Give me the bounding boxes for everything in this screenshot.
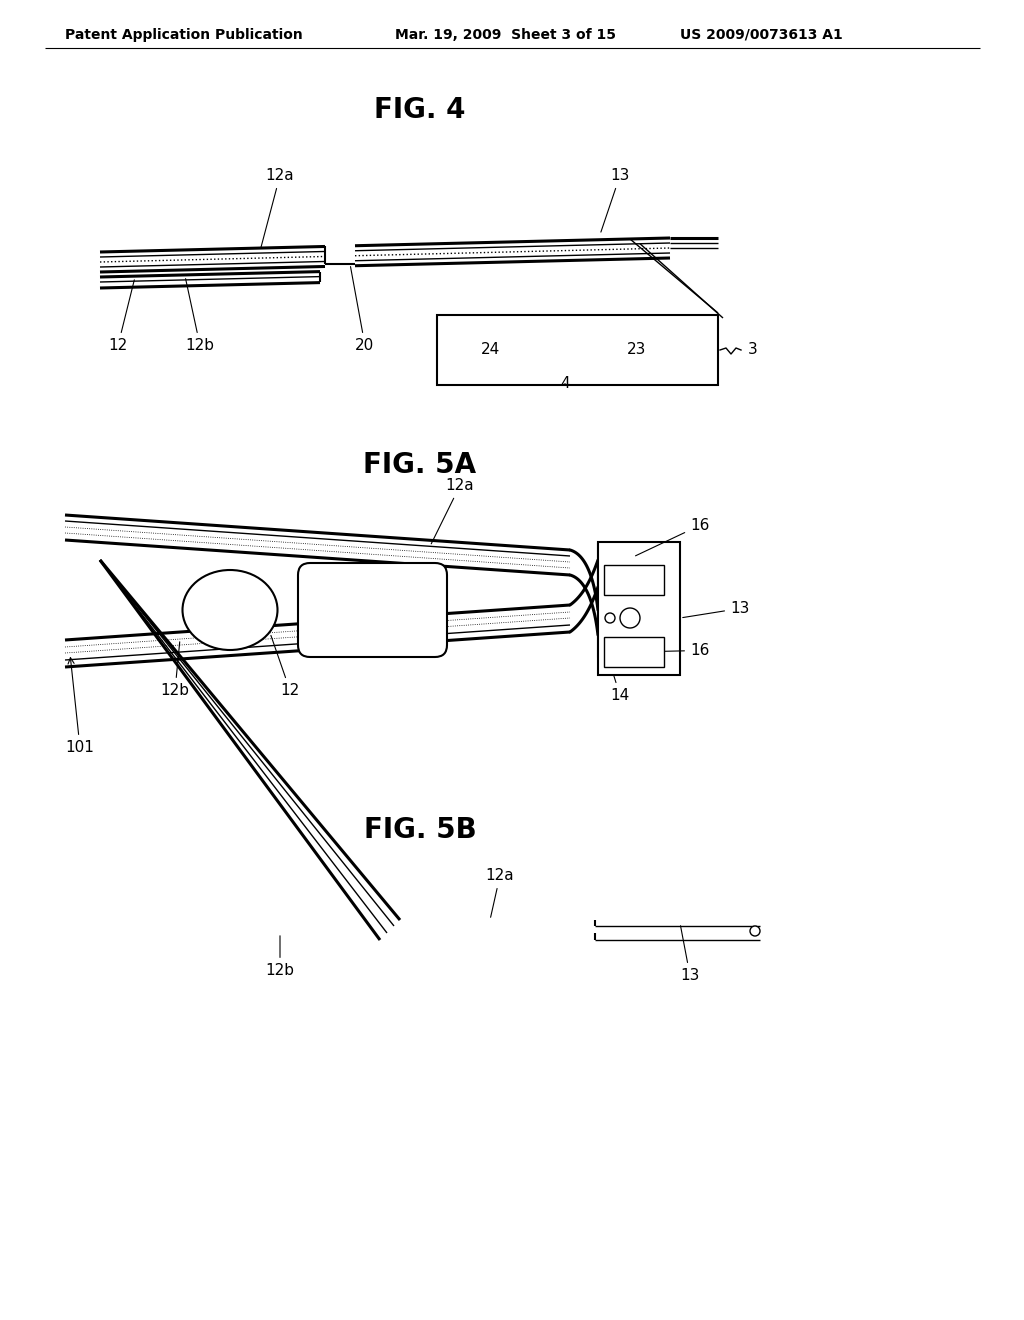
Text: 12: 12 (109, 280, 134, 352)
Text: 12b: 12b (161, 642, 189, 698)
Text: 12b: 12b (185, 279, 214, 352)
Text: 16: 16 (636, 517, 710, 556)
Bar (604, 565, 664, 595)
Text: 13: 13 (680, 925, 699, 983)
Text: 3: 3 (748, 342, 758, 358)
Text: FIG. 5A: FIG. 5A (364, 451, 476, 479)
Text: FIG. 5B: FIG. 5B (364, 816, 476, 843)
Circle shape (605, 612, 615, 623)
Circle shape (620, 609, 640, 628)
Text: 13: 13 (683, 601, 750, 618)
Text: 4: 4 (560, 376, 569, 391)
Text: 14: 14 (610, 676, 630, 704)
Circle shape (750, 927, 760, 936)
Bar (604, 638, 664, 667)
Text: FIG. 4: FIG. 4 (374, 96, 466, 124)
Bar (437, 315, 718, 385)
Text: 13: 13 (601, 168, 630, 232)
Text: 20: 20 (350, 267, 375, 352)
Text: 12b: 12b (265, 936, 295, 978)
Text: Patent Application Publication: Patent Application Publication (65, 28, 303, 42)
Text: 12a: 12a (431, 478, 474, 544)
Text: 12a: 12a (261, 168, 294, 248)
Text: 24: 24 (480, 342, 500, 358)
Text: 16: 16 (636, 643, 710, 657)
Text: 12: 12 (271, 635, 300, 698)
Text: 12a: 12a (485, 869, 514, 917)
Ellipse shape (182, 570, 278, 649)
Text: Mar. 19, 2009  Sheet 3 of 15: Mar. 19, 2009 Sheet 3 of 15 (395, 28, 616, 42)
Text: US 2009/0073613 A1: US 2009/0073613 A1 (680, 28, 843, 42)
Text: 101: 101 (66, 657, 94, 755)
Bar (598, 543, 680, 675)
FancyBboxPatch shape (298, 564, 447, 657)
Text: 23: 23 (628, 342, 647, 358)
